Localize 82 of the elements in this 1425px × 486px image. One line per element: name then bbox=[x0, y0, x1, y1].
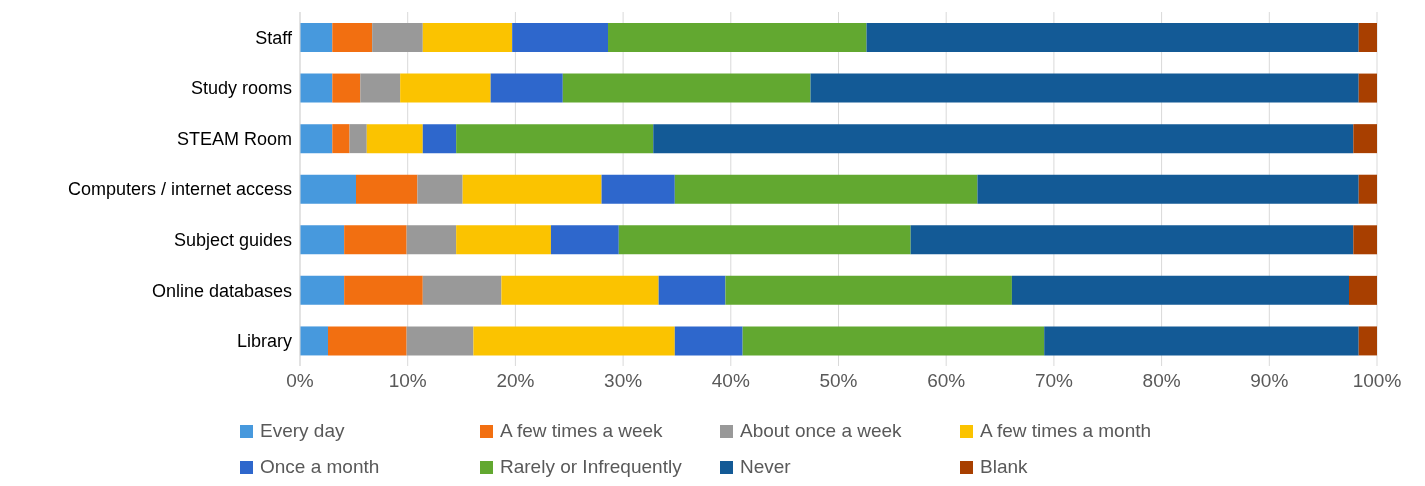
y-tick-label: Computers / internet access bbox=[67, 179, 292, 200]
bar bbox=[406, 326, 474, 356]
bar bbox=[300, 124, 333, 154]
x-tick-label: 90% bbox=[1250, 370, 1289, 392]
bar bbox=[866, 23, 1359, 52]
bar bbox=[725, 275, 1012, 305]
bar bbox=[810, 73, 1359, 103]
bar bbox=[356, 174, 418, 204]
y-tick-label: STEAM Room bbox=[176, 128, 292, 149]
y-tick-label: Staff bbox=[255, 27, 293, 48]
y-tick-label: Subject guides bbox=[173, 229, 292, 250]
bar bbox=[300, 174, 356, 204]
bar bbox=[1358, 73, 1377, 103]
y-tick-label: Online databases bbox=[151, 280, 292, 301]
bar bbox=[332, 124, 350, 154]
bar bbox=[456, 225, 551, 255]
x-tick-label: 70% bbox=[1034, 370, 1074, 392]
x-tick-label: 60% bbox=[927, 370, 966, 392]
x-tick-label: 100% bbox=[1352, 370, 1402, 392]
x-tick-label: 20% bbox=[496, 370, 535, 392]
bar bbox=[1353, 124, 1377, 154]
bar bbox=[328, 326, 407, 356]
x-tick-label: 40% bbox=[711, 370, 750, 392]
bar bbox=[366, 124, 423, 154]
bar bbox=[400, 73, 491, 103]
x-tick-label: 0% bbox=[286, 370, 314, 392]
legend-label: A few times a week bbox=[500, 420, 663, 442]
bar bbox=[422, 124, 457, 154]
bar bbox=[512, 23, 609, 52]
bar bbox=[300, 275, 345, 305]
bar bbox=[618, 225, 911, 255]
x-tick-label: 30% bbox=[604, 370, 643, 392]
legend-label: Blank bbox=[980, 456, 1028, 478]
bar bbox=[608, 23, 867, 52]
bar bbox=[360, 73, 401, 103]
bar bbox=[372, 23, 423, 52]
bar bbox=[344, 275, 423, 305]
bar bbox=[1353, 225, 1377, 255]
legend-label: Every day bbox=[260, 420, 345, 442]
y-tick-label: Study rooms bbox=[190, 78, 292, 99]
bar bbox=[658, 275, 726, 305]
bar bbox=[742, 326, 1045, 356]
bar bbox=[490, 73, 563, 103]
bar bbox=[550, 225, 619, 255]
legend-label: Once a month bbox=[260, 456, 380, 478]
bar bbox=[332, 23, 373, 52]
bar bbox=[417, 174, 463, 204]
x-tick-label: 80% bbox=[1142, 370, 1181, 392]
bar bbox=[674, 174, 978, 204]
bar bbox=[300, 326, 328, 356]
bar bbox=[653, 124, 1354, 154]
bar bbox=[406, 225, 457, 255]
legend-label: About once a week bbox=[740, 420, 902, 442]
x-tick-label: 50% bbox=[819, 370, 858, 392]
bar bbox=[462, 174, 602, 204]
legend-label: A few times a month bbox=[980, 420, 1152, 442]
bar bbox=[422, 23, 513, 52]
x-tick-label: 10% bbox=[388, 370, 427, 392]
y-tick-label: Library bbox=[236, 331, 292, 352]
bar bbox=[910, 225, 1354, 255]
legend-label: Never bbox=[740, 456, 791, 478]
bar bbox=[300, 73, 333, 103]
bar bbox=[300, 225, 345, 255]
bar bbox=[1349, 275, 1377, 305]
bar bbox=[501, 275, 659, 305]
bar bbox=[562, 73, 811, 103]
bar bbox=[1044, 326, 1359, 356]
bar bbox=[1358, 23, 1377, 52]
bar bbox=[473, 326, 675, 356]
legend-label: Rarely or Infrequently bbox=[500, 456, 682, 478]
bar bbox=[674, 326, 743, 356]
bar bbox=[601, 174, 675, 204]
bar bbox=[300, 23, 333, 52]
bar bbox=[1358, 174, 1377, 204]
bar bbox=[422, 275, 502, 305]
bar bbox=[456, 124, 654, 154]
bar bbox=[1011, 275, 1349, 305]
bar bbox=[332, 73, 361, 103]
bar bbox=[344, 225, 407, 255]
bar bbox=[1358, 326, 1377, 356]
bar bbox=[349, 124, 367, 154]
bar bbox=[977, 174, 1359, 204]
